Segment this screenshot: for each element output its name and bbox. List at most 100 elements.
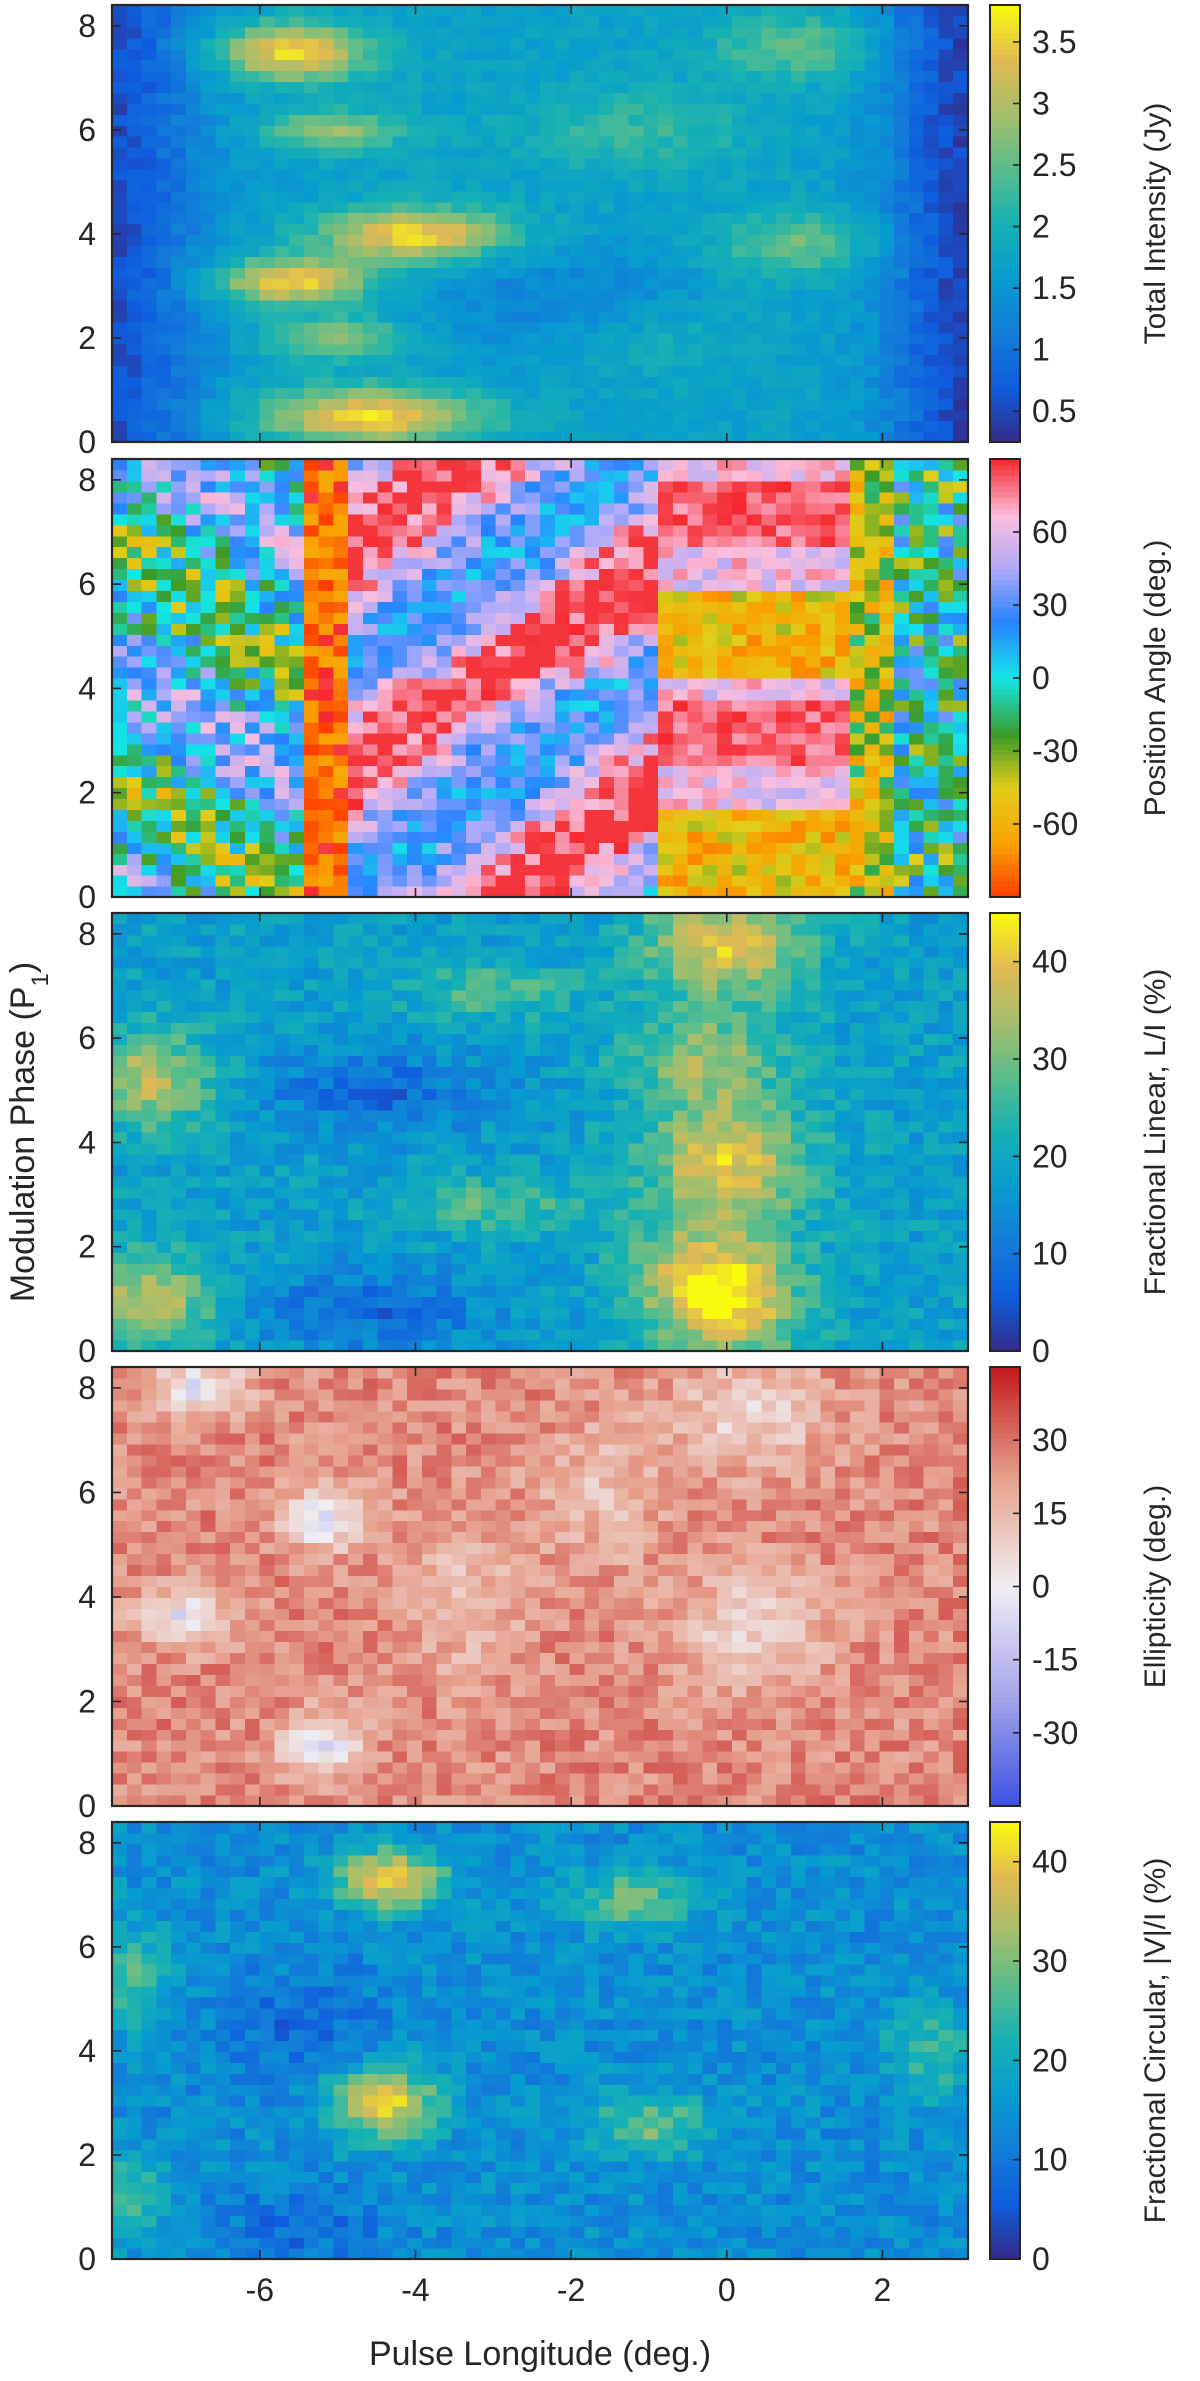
heatmap-cell — [702, 147, 718, 159]
heatmap-cell — [392, 5, 408, 17]
heatmap-cell — [230, 612, 246, 624]
heatmap-cell — [141, 886, 157, 898]
heatmap-cell — [761, 168, 777, 181]
heatmap-cell — [879, 875, 895, 887]
heatmap-cell — [362, 114, 379, 126]
heatmap-cell — [894, 310, 910, 323]
heatmap-cell — [215, 26, 231, 39]
heatmap-cell — [480, 278, 497, 290]
heatmap-cell — [643, 431, 659, 443]
heatmap-cell — [244, 656, 261, 668]
heatmap-cell — [746, 568, 762, 581]
heatmap-cell — [318, 420, 334, 432]
heatmap-cell — [643, 365, 659, 378]
heatmap-cell — [540, 136, 556, 148]
heatmap-cell — [569, 299, 585, 312]
heatmap-cell — [436, 299, 453, 312]
colorbar-segment — [990, 771, 1020, 778]
heatmap-cell — [717, 480, 733, 493]
heatmap-cell — [584, 601, 600, 613]
heatmap-cell — [643, 798, 659, 810]
colorbar-segment — [990, 327, 1020, 334]
heatmap-cell — [658, 15, 674, 28]
heatmap-cell — [717, 623, 733, 635]
heatmap-cell — [643, 289, 659, 301]
heatmap-cell — [377, 853, 394, 865]
heatmap-cell — [333, 157, 349, 170]
colorbar-tick-label: 60 — [1032, 514, 1068, 550]
heatmap-cell — [510, 656, 526, 668]
heatmap-cell — [687, 513, 703, 526]
heatmap-cell — [348, 310, 364, 323]
heatmap-cell — [230, 710, 246, 723]
heatmap-cell — [672, 732, 689, 745]
heatmap-cell — [171, 136, 187, 148]
heatmap-cell — [761, 278, 777, 290]
heatmap-cell — [303, 754, 320, 767]
heatmap-cell — [923, 743, 940, 756]
heatmap-cell — [908, 524, 925, 537]
heatmap-cell — [776, 568, 792, 581]
heatmap-cell — [540, 103, 556, 115]
heatmap-cell — [908, 798, 925, 810]
heatmap-cell — [112, 732, 128, 745]
colorbar-segment — [990, 119, 1020, 126]
heatmap-cell — [938, 332, 954, 345]
heatmap-cell — [126, 1186, 143, 1199]
heatmap-cell — [599, 354, 615, 367]
heatmap-cell — [141, 398, 157, 410]
heatmap-cell — [761, 710, 777, 723]
heatmap-cell — [908, 491, 925, 504]
heatmap-cell — [672, 299, 689, 312]
heatmap-cell — [185, 842, 202, 854]
heatmap-cell — [702, 480, 718, 493]
heatmap-cell — [569, 420, 585, 432]
heatmap-cell — [776, 289, 792, 301]
heatmap-cell — [112, 688, 128, 701]
heatmap-cell — [894, 798, 910, 810]
heatmap-cell — [348, 710, 364, 723]
heatmap-cell — [628, 234, 644, 246]
heatmap-cell — [643, 409, 659, 421]
heatmap-cell — [790, 765, 807, 778]
heatmap-cell — [141, 1175, 157, 1188]
heatmap-cell — [584, 809, 600, 821]
heatmap-cell — [820, 376, 836, 388]
heatmap-cell — [864, 688, 881, 701]
heatmap-cell — [480, 491, 497, 504]
heatmap-cell — [377, 809, 394, 821]
heatmap-cell — [554, 278, 571, 290]
heatmap-cell — [244, 92, 261, 104]
heatmap-cell — [141, 1186, 157, 1199]
heatmap-cell — [628, 376, 644, 388]
heatmap-cell — [702, 732, 718, 745]
heatmap-cell — [687, 546, 703, 559]
heatmap-cell — [746, 267, 762, 279]
heatmap-cell — [672, 398, 689, 410]
heatmap-cell — [333, 634, 349, 646]
heatmap-cell — [658, 70, 674, 83]
heatmap-cell — [525, 732, 541, 745]
heatmap-cell — [599, 491, 615, 504]
heatmap-cell — [274, 201, 290, 214]
heatmap-cell — [510, 480, 526, 493]
heatmap-cell — [495, 875, 512, 887]
heatmap-cell — [731, 289, 748, 301]
heatmap-cell — [259, 234, 275, 246]
heatmap-cell — [215, 535, 231, 548]
heatmap-cell — [628, 147, 644, 159]
heatmap-cell — [540, 5, 556, 17]
heatmap-cell — [377, 245, 394, 257]
heatmap-cell — [908, 267, 925, 279]
heatmap-cell — [362, 431, 379, 443]
heatmap-cell — [643, 667, 659, 679]
heatmap-cell — [141, 699, 157, 712]
heatmap-cell — [185, 546, 202, 559]
heatmap-cell — [421, 223, 438, 236]
heatmap-cell — [126, 1164, 143, 1177]
heatmap-cell — [274, 469, 290, 482]
heatmap-cell — [702, 469, 718, 482]
heatmap-cell — [480, 201, 497, 214]
heatmap-cell — [126, 1285, 143, 1297]
